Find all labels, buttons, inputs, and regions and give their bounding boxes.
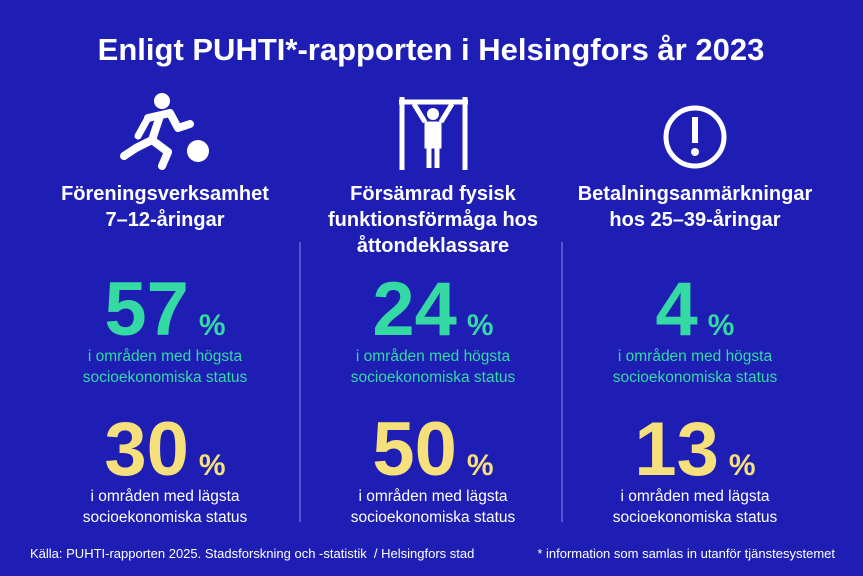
stat-caption: socioekonomiska status — [351, 509, 516, 526]
column-heading: Betalningsanmärkningar — [578, 183, 813, 205]
stat-value: 30 — [104, 407, 189, 492]
stat-value: 57 — [104, 267, 189, 352]
stat-unit: % — [729, 449, 756, 482]
stat-caption: i områden med högsta — [356, 348, 511, 365]
stat-value: 13 — [634, 407, 719, 492]
stat-unit: % — [467, 449, 494, 482]
pullup-icon — [399, 97, 468, 170]
footer-source: Källa: PUHTI-rapporten 2025. Stadsforskn… — [30, 546, 474, 561]
stat-caption: i områden med lägsta — [90, 488, 239, 505]
stat-caption: i områden med högsta — [88, 348, 243, 365]
stat: 57% — [104, 267, 225, 352]
soccer-icon — [120, 93, 209, 170]
column-heading: 7–12-åringar — [106, 208, 225, 231]
stat-value: 24 — [372, 267, 457, 352]
warning-icon — [663, 105, 727, 169]
stat-unit: % — [199, 449, 226, 482]
stat-caption: i områden med högsta — [618, 348, 773, 365]
stat-value: 4 — [656, 267, 698, 352]
column-heading: Försämrad fysisk — [350, 183, 517, 205]
column-heading: Föreningsverksamhet — [61, 183, 269, 205]
stat-caption: i områden med lägsta — [358, 488, 507, 505]
stat: 4% — [656, 267, 735, 352]
column-heading: åttondeklassare — [357, 234, 509, 257]
stat-caption: i områden med lägsta — [620, 488, 769, 505]
stat-value: 50 — [372, 407, 457, 492]
stat: 30% — [104, 407, 225, 492]
stat-unit: % — [467, 309, 494, 342]
stat-unit: % — [708, 309, 735, 342]
stat: 50% — [372, 407, 493, 492]
stat-caption: socioekonomiska status — [83, 369, 248, 386]
stat-caption: socioekonomiska status — [351, 369, 516, 386]
footer-note: * information som samlas in utanför tjän… — [537, 546, 835, 561]
stat-caption: socioekonomiska status — [613, 369, 778, 386]
stat: 24% — [372, 267, 493, 352]
title: Enligt PUHTI*-rapporten i Helsingfors år… — [98, 32, 765, 67]
column-heading: hos 25–39-åringar — [609, 208, 780, 231]
stat-unit: % — [199, 309, 226, 342]
stat: 13% — [634, 407, 755, 492]
column-heading: funktionsförmåga hos — [328, 208, 538, 231]
stat-caption: socioekonomiska status — [83, 509, 248, 526]
stat-caption: socioekonomiska status — [613, 509, 778, 526]
